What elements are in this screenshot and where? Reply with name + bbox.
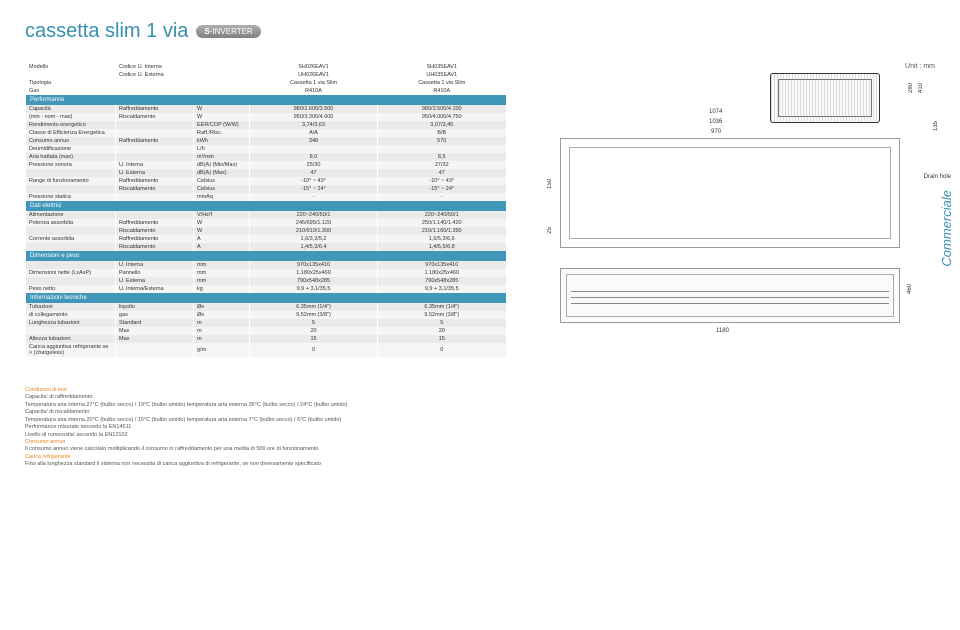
table-row: Codice U. EsternaUH026EAV1UH035EAV1 [26, 71, 506, 79]
table-row: GasR410AR410A [26, 87, 506, 95]
table-row: Classe di Efficienza EnergeticaRaff./Ris… [26, 129, 506, 137]
table-row: ModelloCodice U. InternaSH026EAV1SH035EA… [26, 63, 506, 71]
table-row: Corrente assorbitaRaffreddamentoA1,6/3,3… [26, 235, 506, 243]
section-header: Dimensioni e peso [26, 251, 506, 261]
table-row: AlimentazioneV/Hz/f220~240/50/1220~240/5… [26, 211, 506, 219]
table-row: U. Esternamm790x548x285790x548x285 [26, 277, 506, 285]
table-row: U. Internamm970x135x410970x135x410 [26, 261, 506, 269]
page-title: cassetta slim 1 via [25, 20, 188, 43]
table-row: DeumidificazioneL/h [26, 145, 506, 153]
table-row: Range di funzionamentoRaffreddamentoCels… [26, 177, 506, 185]
outdoor-unit-diagram: 280 410 [770, 73, 900, 128]
table-row: RiscaldamentoCelsius-15° ~ 24°-15° ~ 24° [26, 185, 506, 193]
footnotes: Condizioni di test Capacita' di raffredd… [25, 387, 505, 469]
inverter-badge: INVERTER [196, 25, 260, 38]
table-row: (min - nom - max)RiscaldamentoW950/3.300… [26, 113, 506, 121]
table-row: TipologiaCassetta 1 via SlimCassetta 1 v… [26, 79, 506, 87]
table-row: Altezza tubazioniMaxm1515 [26, 335, 506, 343]
table-row: Aria trattata (max)m³/min8,08,5 [26, 153, 506, 161]
table-row: Lunghezza tubazioniStandardm55 [26, 319, 506, 327]
table-row: TubazioniliquidoØe6.35mm (1/4")6.35mm (1… [26, 303, 506, 311]
table-row: RiscaldamentoA1,4/5,3/6,41,4/5,5/6,8 [26, 243, 506, 251]
table-row: Dimensioni nette (LxAxP)Pannellomm1.180x… [26, 269, 506, 277]
indoor-top-diagram: 970 1036 1074 135 Drain hole 150 25 [560, 138, 900, 248]
table-row: Maxm2020 [26, 327, 506, 335]
table-row: Pressione sonoraU. InternadB(A) (Min/Max… [26, 161, 506, 169]
drain-hole-label: Drain hole [924, 174, 951, 180]
table-row: Rendimento energeticoEER/COP (W/W)3,74/3… [26, 121, 506, 129]
spec-table: ModelloCodice U. InternaSH026EAV1SH035EA… [25, 63, 506, 357]
section-header: Informazioni tecniche [26, 293, 506, 303]
table-row: di collegamentogasØe9,52mm (3/8")9.52mm … [26, 311, 506, 319]
table-row: Potenza assorbitaRaffreddamentoW245/695/… [26, 219, 506, 227]
table-row: Carica aggiuntiva refrigerante se > (cha… [26, 343, 506, 357]
table-row: Consumo annuoRaffreddamentokWh348570 [26, 137, 506, 145]
panel-front-diagram: 1180 460 [560, 268, 900, 323]
section-header: Dati elettrici [26, 201, 506, 211]
table-row: Peso nettoU. Interna/Esternakg9,9 + 3,1/… [26, 285, 506, 293]
table-row: RiscaldamentoW210/910/1.300210/1.160/1.3… [26, 227, 506, 235]
table-row: U. EsternadB(A) (Max)4747 [26, 169, 506, 177]
section-header: Performance [26, 95, 506, 105]
unit-label: Unit : mm [520, 63, 935, 70]
table-row: Pressione staticammAq-- [26, 193, 506, 201]
commerciale-sidebar-text: Commerciale [939, 190, 954, 267]
table-row: CapacitàRaffreddamentoW980/2.600/3.50098… [26, 105, 506, 113]
